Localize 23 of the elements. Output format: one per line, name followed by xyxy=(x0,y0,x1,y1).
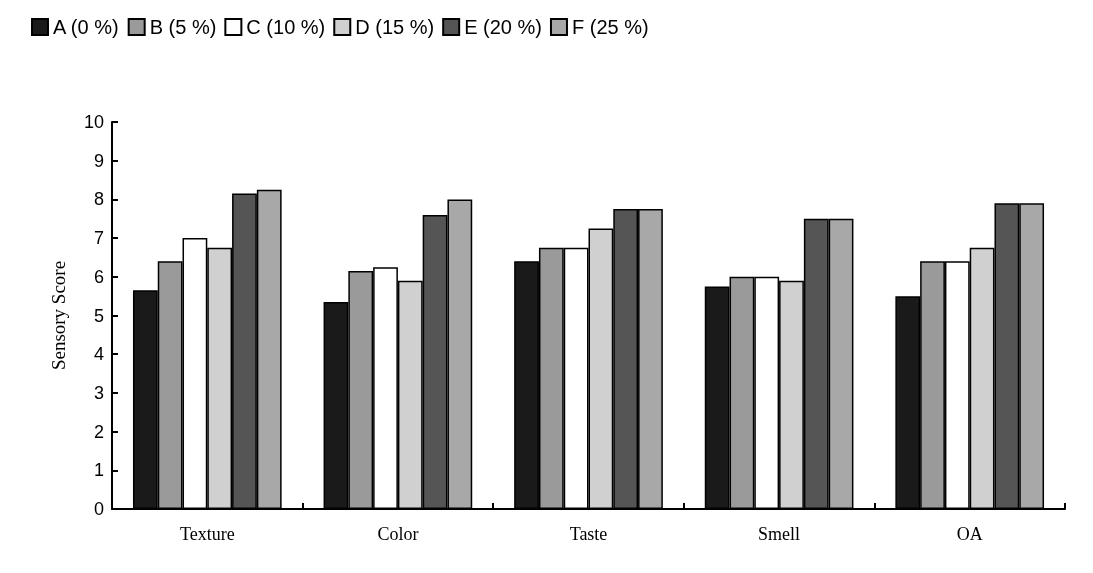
y-tick-label: 5 xyxy=(93,305,104,326)
legend-label: D (15 %) xyxy=(355,16,435,38)
x-tick-label: Taste xyxy=(569,524,608,544)
y-axis-title: Sensory Score xyxy=(48,260,69,371)
y-tick-label: 9 xyxy=(93,150,104,171)
y-tick-label: 1 xyxy=(93,460,104,481)
y-tick-label: 2 xyxy=(93,421,104,442)
y-tick-label: 8 xyxy=(93,189,104,210)
y-tick-label: 3 xyxy=(93,382,104,403)
legend-label: A (0 %) xyxy=(53,16,119,38)
x-tick-label: OA xyxy=(956,524,983,544)
legend-label: B (5 %) xyxy=(149,16,217,38)
y-tick-label: 0 xyxy=(93,499,104,519)
y-tick-label: 6 xyxy=(93,266,104,287)
y-tick-label: 10 xyxy=(83,112,104,132)
legend-label: F (25 %) xyxy=(571,16,649,38)
legend-label: C (10 %) xyxy=(246,16,326,38)
y-tick-label: 4 xyxy=(93,344,104,365)
x-tick-label: Smell xyxy=(758,524,801,544)
x-tick-label: Color xyxy=(377,524,419,544)
y-tick-label: 7 xyxy=(93,228,104,249)
legend-label: E (20 %) xyxy=(464,16,542,38)
x-tick-label: Texture xyxy=(179,524,235,544)
